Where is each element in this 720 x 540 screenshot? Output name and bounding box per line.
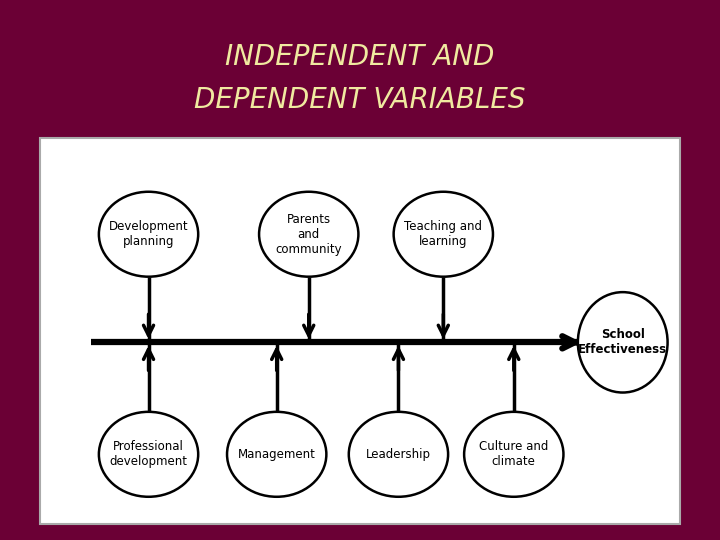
Ellipse shape	[348, 412, 448, 497]
FancyBboxPatch shape	[40, 138, 680, 524]
Text: DEPENDENT VARIABLES: DEPENDENT VARIABLES	[194, 86, 526, 114]
Text: Culture and
climate: Culture and climate	[479, 440, 549, 468]
Ellipse shape	[259, 192, 359, 276]
Text: Teaching and
learning: Teaching and learning	[405, 220, 482, 248]
Text: School
Effectiveness: School Effectiveness	[578, 328, 667, 356]
Ellipse shape	[464, 412, 564, 497]
Text: Parents
and
community: Parents and community	[276, 213, 342, 256]
Text: Development
planning: Development planning	[109, 220, 189, 248]
Ellipse shape	[394, 192, 493, 276]
Ellipse shape	[227, 412, 326, 497]
Text: Leadership: Leadership	[366, 448, 431, 461]
Ellipse shape	[99, 412, 198, 497]
Text: Professional
development: Professional development	[109, 440, 187, 468]
Ellipse shape	[578, 292, 667, 393]
Text: INDEPENDENT AND: INDEPENDENT AND	[225, 43, 495, 71]
Text: Management: Management	[238, 448, 315, 461]
Ellipse shape	[99, 192, 198, 276]
